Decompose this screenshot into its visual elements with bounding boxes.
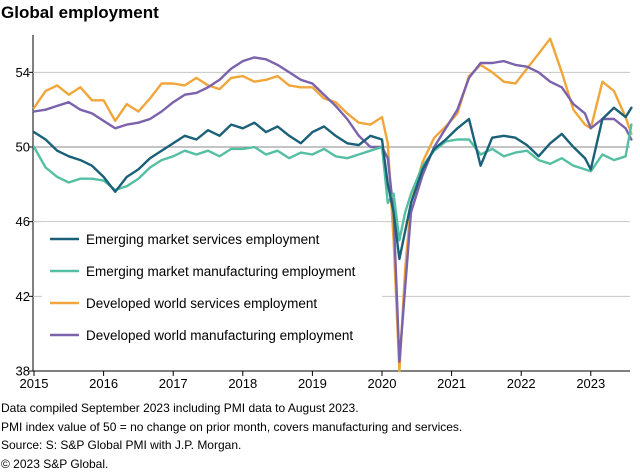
y-tick-label: 46 xyxy=(16,214,30,229)
x-tick-label: 2022 xyxy=(507,376,536,391)
x-tick-label: 2018 xyxy=(228,376,257,391)
x-tick-label: 2019 xyxy=(298,376,327,391)
legend-label: Emerging market services employment xyxy=(86,232,320,247)
y-tick-label: 54 xyxy=(16,65,30,80)
note-line: Source: S: S&P Global PMI with J.P. Morg… xyxy=(1,436,462,455)
note-line: Data compiled September 2023 including P… xyxy=(1,399,462,418)
x-tick-label: 2017 xyxy=(159,376,188,391)
x-tick-label: 2020 xyxy=(368,376,397,391)
x-axis-ticks: 2015 2016 2017 2018 2019 2020 2021 2022 2023 xyxy=(20,371,606,391)
x-tick-label: 2021 xyxy=(437,376,466,391)
x-tick-label: 2016 xyxy=(89,376,118,391)
legend-label: Emerging market manufacturing employment xyxy=(86,264,356,279)
legend-label: Developed world services employment xyxy=(86,296,317,311)
note-line: PMI index value of 50 = no change on pri… xyxy=(1,418,462,437)
y-tick-label: 50 xyxy=(16,140,30,155)
note-line: © 2023 S&P Global. xyxy=(1,455,462,473)
y-tick-label: 42 xyxy=(16,289,30,304)
x-tick-label: 2023 xyxy=(576,376,605,391)
x-tick-label: 2015 xyxy=(20,376,49,391)
chart-notes: Data compiled September 2023 including P… xyxy=(1,399,462,473)
legend-label: Developed world manufacturing employment xyxy=(86,328,353,343)
legend: Emerging market services employment Emerg… xyxy=(42,222,382,354)
